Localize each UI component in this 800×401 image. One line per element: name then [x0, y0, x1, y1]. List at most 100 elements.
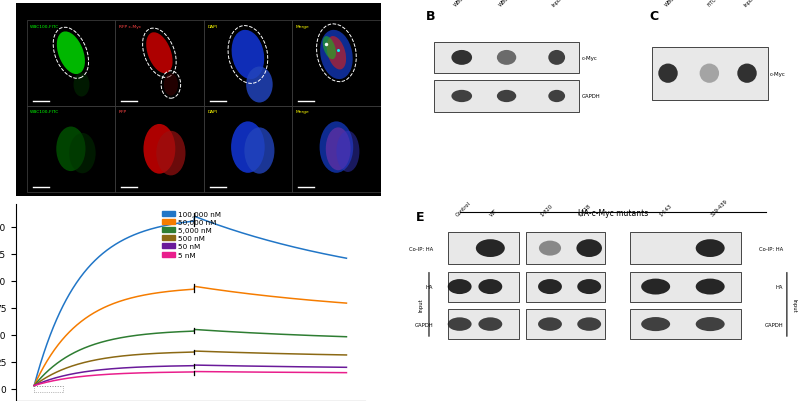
- Ellipse shape: [497, 91, 516, 103]
- 500 nM: [190, 349, 199, 354]
- Ellipse shape: [337, 132, 359, 172]
- 100,000 nM: [297, 247, 306, 251]
- Bar: [652, 48, 768, 100]
- Bar: [26, 21, 115, 107]
- 50 nM: [166, 364, 176, 369]
- Text: RFP c-Myc: RFP c-Myc: [118, 24, 141, 28]
- Ellipse shape: [451, 91, 472, 103]
- 500 nM: [342, 352, 351, 357]
- Ellipse shape: [696, 240, 725, 257]
- Text: Input: Input: [743, 0, 756, 8]
- Ellipse shape: [451, 51, 472, 66]
- Text: WBC100-FITC: WBC100-FITC: [30, 24, 59, 28]
- 5 nM: [297, 370, 306, 375]
- Text: RFP: RFP: [118, 110, 126, 114]
- Text: C: C: [649, 10, 658, 23]
- 5 nM: [78, 374, 87, 379]
- 50,000 nM: [112, 300, 122, 305]
- 100,000 nM: [342, 256, 351, 261]
- Text: RFP-c-Myc: RFP-c-Myc: [18, 50, 23, 78]
- Text: Input: Input: [419, 298, 424, 312]
- Bar: [448, 233, 519, 264]
- Bar: [292, 21, 381, 107]
- 100,000 nM: [190, 215, 199, 219]
- 100,000 nM: [256, 236, 266, 241]
- Bar: [630, 309, 741, 339]
- Text: 1-143: 1-143: [659, 203, 674, 218]
- Ellipse shape: [156, 132, 186, 176]
- Bar: [115, 107, 204, 192]
- 100,000 nM: [112, 241, 122, 246]
- 5,000 nM: [190, 327, 199, 332]
- Line: 500 nM: 500 nM: [34, 351, 346, 386]
- Ellipse shape: [56, 127, 86, 172]
- Text: DAPI: DAPI: [207, 24, 217, 28]
- Bar: [448, 309, 519, 339]
- 50 nM: [190, 363, 199, 368]
- Ellipse shape: [231, 31, 264, 80]
- Text: RFP-control: RFP-control: [18, 134, 23, 165]
- Bar: [526, 309, 605, 339]
- Ellipse shape: [641, 317, 670, 331]
- Ellipse shape: [322, 37, 336, 60]
- Text: HA-c-Myc mutants: HA-c-Myc mutants: [578, 208, 648, 217]
- 50 nM: [61, 373, 70, 378]
- Ellipse shape: [548, 51, 565, 66]
- 50,000 nM: [256, 293, 266, 298]
- Ellipse shape: [478, 318, 502, 331]
- 500 nM: [166, 350, 176, 355]
- Bar: [26, 107, 115, 192]
- 5 nM: [190, 369, 199, 374]
- 5 nM: [342, 371, 351, 375]
- Text: WT: WT: [489, 208, 498, 218]
- 50,000 nM: [166, 289, 176, 294]
- 50,000 nM: [190, 284, 199, 289]
- 100,000 nM: [78, 272, 87, 277]
- 5 nM: [30, 383, 39, 388]
- Text: WBC100-FITC: WBC100-FITC: [30, 110, 59, 114]
- Ellipse shape: [476, 240, 505, 257]
- 50,000 nM: [297, 297, 306, 302]
- 500 nM: [112, 354, 122, 359]
- Bar: [292, 107, 381, 192]
- Ellipse shape: [231, 122, 265, 173]
- 5,000 nM: [297, 333, 306, 338]
- Bar: [204, 107, 292, 192]
- Text: Merge: Merge: [296, 110, 310, 114]
- 5 nM: [166, 370, 176, 375]
- Bar: [526, 272, 605, 302]
- Text: 1-328: 1-328: [578, 203, 591, 218]
- 5,000 nM: [78, 346, 87, 351]
- Text: Control: Control: [454, 200, 471, 218]
- Line: 5,000 nM: 5,000 nM: [34, 330, 346, 386]
- Ellipse shape: [577, 240, 602, 257]
- Text: A: A: [18, 6, 27, 19]
- Ellipse shape: [738, 65, 757, 84]
- 100,000 nM: [61, 299, 70, 304]
- Text: Input: Input: [792, 298, 797, 312]
- Ellipse shape: [326, 37, 346, 70]
- Ellipse shape: [578, 279, 601, 294]
- Ellipse shape: [700, 65, 719, 84]
- 50 nM: [297, 365, 306, 369]
- Text: B: B: [426, 10, 435, 23]
- Ellipse shape: [244, 128, 274, 174]
- Ellipse shape: [319, 122, 354, 173]
- Text: WBC100-FITC: WBC100-FITC: [664, 0, 691, 8]
- Ellipse shape: [146, 33, 173, 74]
- Ellipse shape: [538, 318, 562, 331]
- Text: GAPDH: GAPDH: [582, 94, 600, 99]
- 5,000 nM: [30, 383, 39, 388]
- Text: 329-439: 329-439: [710, 198, 729, 218]
- Ellipse shape: [164, 74, 178, 96]
- 50,000 nM: [342, 301, 351, 306]
- Bar: [434, 81, 578, 113]
- 5,000 nM: [256, 331, 266, 336]
- Ellipse shape: [57, 32, 85, 75]
- 50 nM: [30, 383, 39, 388]
- Text: 1-320: 1-320: [540, 203, 554, 218]
- Text: FITC: FITC: [707, 0, 718, 8]
- 5 nM: [61, 376, 70, 381]
- Ellipse shape: [448, 279, 471, 294]
- Line: 100,000 nM: 100,000 nM: [34, 217, 346, 386]
